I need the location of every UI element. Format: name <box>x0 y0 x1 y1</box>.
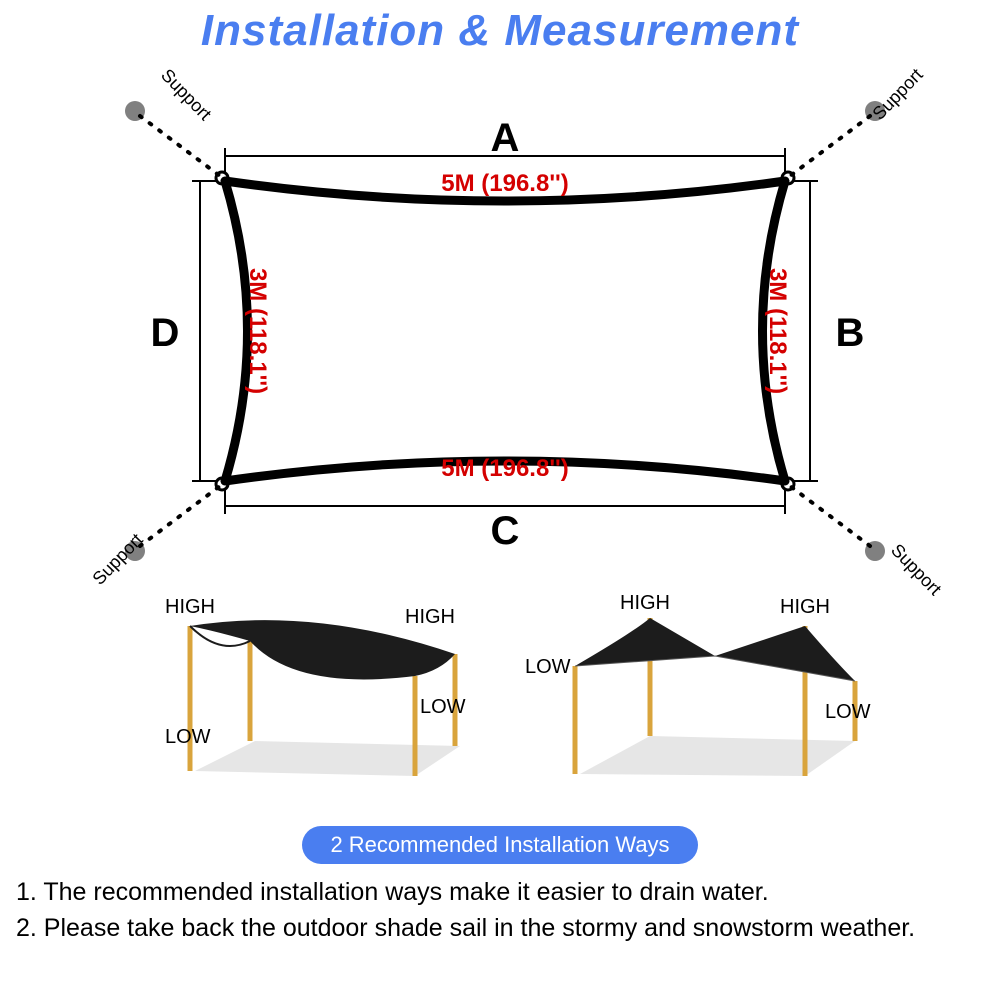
label-low: LOW <box>165 726 211 749</box>
install-example-1: HIGH HIGH LOW LOW <box>135 596 475 796</box>
ribbon-label: 2 Recommended Installation Ways <box>302 826 697 864</box>
label-high: HIGH <box>165 596 215 619</box>
sail-shape-1 <box>190 620 455 679</box>
side-letter-b: B <box>836 311 865 355</box>
install-example-2: HIGH HIGH LOW LOW <box>525 596 865 796</box>
label-high: HIGH <box>620 592 670 615</box>
sail-outline <box>225 181 785 481</box>
sail-shape-2 <box>575 618 855 681</box>
sail-svg: A B C D 5M (196.8'') 5M (196.8'') 3M (11… <box>0 56 1000 596</box>
page-title: Installation & Measurement <box>0 0 1000 56</box>
label-high: HIGH <box>405 606 455 629</box>
dim-b: 3M (118.1'') <box>764 268 791 394</box>
support-label-tl: Support <box>157 65 215 124</box>
dim-line-b <box>792 181 818 481</box>
dim-a: 5M (196.8'') <box>441 170 568 197</box>
support-label-br: Support <box>887 540 945 596</box>
notes: 1. The recommended installation ways mak… <box>0 874 1000 947</box>
support-label-tr: Support <box>868 65 926 124</box>
label-low: LOW <box>420 696 466 719</box>
dim-d: 3M (118.1'') <box>244 268 271 394</box>
corner-rings <box>216 172 794 490</box>
side-letter-d: D <box>151 311 180 355</box>
side-letter-a: A <box>491 116 520 160</box>
shadow-2 <box>580 736 855 776</box>
note-2: 2. Please take back the outdoor shade sa… <box>16 910 984 946</box>
measurement-diagram: A B C D 5M (196.8'') 5M (196.8'') 3M (11… <box>0 56 1000 596</box>
dim-c: 5M (196.8'') <box>441 455 568 482</box>
dim-line-d <box>192 181 218 481</box>
note-1: 1. The recommended installation ways mak… <box>16 874 984 910</box>
shadow-1 <box>195 741 460 776</box>
label-low: LOW <box>525 656 571 679</box>
side-letter-c: C <box>491 509 520 553</box>
label-low: LOW <box>825 701 871 724</box>
installation-examples: HIGH HIGH LOW LOW HIGH HIGH LOW LOW <box>0 596 1000 826</box>
label-high: HIGH <box>780 596 830 619</box>
